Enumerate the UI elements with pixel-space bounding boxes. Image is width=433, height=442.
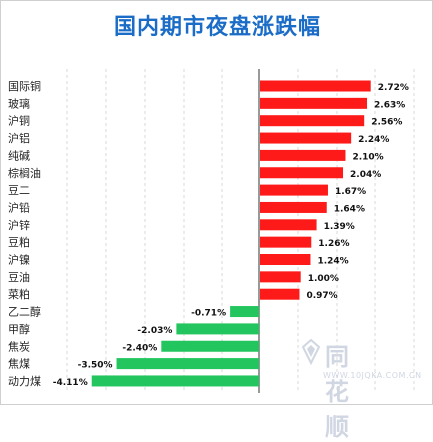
category-label-8: 沪锌 <box>8 218 30 232</box>
value-label-5: 2.04% <box>350 170 381 180</box>
value-label-7: 1.64% <box>334 204 365 214</box>
category-label-17: 动力煤 <box>8 375 41 388</box>
category-label-9: 豆粕 <box>8 235 30 249</box>
category-label-1: 玻璃 <box>8 96 30 110</box>
category-label-5: 棕榈油 <box>8 166 41 180</box>
category-label-15: 焦炭 <box>8 340 30 353</box>
value-label-12: 0.97% <box>306 291 337 301</box>
category-label-7: 沪铅 <box>8 200 30 214</box>
bar-8 <box>260 219 317 231</box>
category-label-16: 焦煤 <box>8 358 30 371</box>
watermark-name: 同花顺 <box>325 343 350 441</box>
watermark-logo-icon <box>301 339 321 365</box>
watermark-url: WWW.10JQKA.COM.CN <box>323 371 422 380</box>
bar-1 <box>260 97 368 109</box>
value-label-4: 2.10% <box>352 152 383 162</box>
category-label-10: 沪镍 <box>8 253 30 267</box>
bar-13 <box>230 306 259 318</box>
value-label-10: 1.24% <box>317 257 348 267</box>
value-label-8: 1.39% <box>324 222 355 232</box>
bar-2 <box>260 115 365 127</box>
category-label-3: 沪铝 <box>8 131 30 145</box>
category-label-11: 豆油 <box>8 270 30 284</box>
bar-3 <box>260 132 352 144</box>
value-label-3: 2.24% <box>358 135 389 145</box>
bar-5 <box>260 167 344 179</box>
value-label-14: -2.03% <box>137 326 172 336</box>
value-label-16: -3.50% <box>78 361 113 371</box>
value-label-9: 1.26% <box>318 239 349 249</box>
bar-9 <box>260 236 312 248</box>
value-label-15: -2.40% <box>122 343 157 353</box>
value-label-0: 2.72% <box>378 83 409 93</box>
bar-chart: 国际铜 2.72% 玻璃 2.63% 沪铜 2.56% 沪铝 2.24% 纯碱 2.10% 棕榈油 2… <box>8 69 415 393</box>
bar-16 <box>116 358 259 370</box>
value-label-11: 1.00% <box>308 274 339 284</box>
value-label-1: 2.63% <box>374 100 405 110</box>
category-label-6: 豆二 <box>8 184 30 197</box>
bar-17 <box>91 375 260 387</box>
category-label-0: 国际铜 <box>8 79 41 93</box>
bar-0 <box>260 80 371 92</box>
category-label-13: 乙二醇 <box>8 305 41 319</box>
bar-7 <box>260 201 327 213</box>
bar-6 <box>260 184 328 196</box>
category-label-14: 甲醇 <box>8 322 30 336</box>
category-label-12: 菜粕 <box>8 287 30 301</box>
value-label-13: -0.71% <box>191 309 226 319</box>
value-label-17: -4.11% <box>53 378 88 388</box>
value-label-2: 2.56% <box>371 118 402 128</box>
bar-14 <box>176 323 259 335</box>
category-label-4: 纯碱 <box>8 149 30 162</box>
bar-12 <box>260 288 300 300</box>
value-label-6: 1.67% <box>335 187 366 197</box>
bar-10 <box>260 254 311 265</box>
bar-4 <box>260 149 346 161</box>
category-label-2: 沪铜 <box>8 114 30 128</box>
bar-11 <box>260 271 301 283</box>
chart-title: 国内期市夜盘涨跌幅 <box>113 15 321 40</box>
bar-15 <box>161 340 259 352</box>
